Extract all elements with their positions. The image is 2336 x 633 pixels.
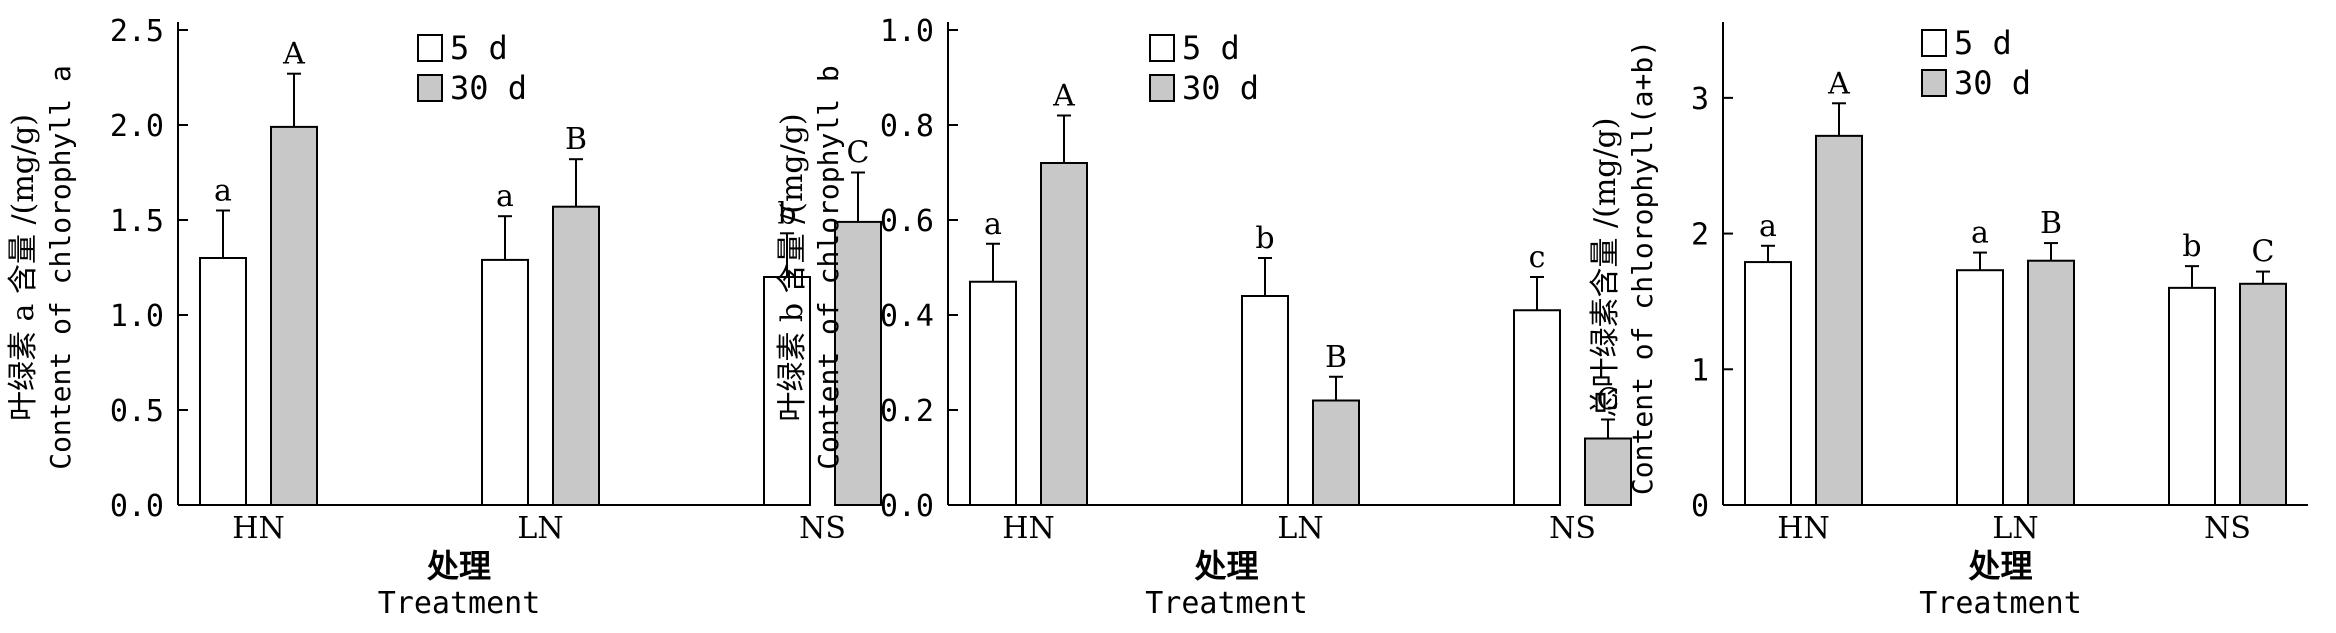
x-axis-label-cn: 处理	[1967, 547, 2032, 585]
significance-letter: A	[1052, 79, 1075, 114]
y-tick-label: 0.4	[880, 299, 934, 334]
bar-ln-30d	[552, 205, 600, 506]
y-tick-label: 0.0	[880, 489, 934, 524]
significance-letter: A	[1827, 66, 1850, 101]
significance-letter: B	[2040, 206, 2062, 241]
x-tick-label: LN	[1277, 511, 1323, 546]
x-tick-label: HN	[1777, 511, 1829, 546]
x-tick-label: NS	[1549, 511, 1596, 546]
y-tick-label: 3	[1691, 82, 1709, 117]
bar-hn-5d	[199, 257, 247, 506]
y-tick-label: 0	[1691, 489, 1709, 524]
significance-letter: A	[282, 37, 305, 72]
bar-ns-5d	[1513, 309, 1561, 506]
bar-hn-30d	[1040, 162, 1088, 506]
x-axis-label-en: Treatment	[1919, 586, 2082, 621]
x-axis-label-en: Treatment	[1145, 586, 1308, 621]
y-axis-label-en: Content of chlorophyll b	[812, 65, 845, 470]
x-tick-label: HN	[1002, 511, 1054, 546]
chart-panel-1: 0.0 0.5 1.0 1.5 2.0 2.5 a A HN a B LN b C NS 处理Treatmen…	[6, 14, 882, 621]
x-tick-label: LN	[517, 511, 563, 546]
x-tick-label: LN	[1992, 511, 2038, 546]
x-tick-label: NS	[799, 511, 846, 546]
x-axis-label-cn: 处理	[1193, 547, 1258, 585]
legend-label: 30 d	[1182, 69, 1259, 107]
legend-swatch	[1149, 34, 1175, 62]
significance-letter: a	[214, 174, 232, 209]
bar-ns-5d	[2168, 286, 2216, 506]
y-tick-label: 1	[1691, 353, 1709, 388]
legend-label: 30 d	[450, 69, 527, 107]
y-tick-label: 0.6	[880, 204, 934, 239]
bar-hn-5d	[969, 280, 1017, 506]
significance-letter: a	[1971, 216, 1989, 251]
y-tick-label: 0.8	[880, 109, 934, 144]
y-tick-label: 1.0	[880, 14, 934, 49]
bar-ns-30d	[834, 220, 882, 506]
chart-panel-2: 0.0 0.2 0.4 0.6 0.8 1.0 a A HN b B LN c C NS 处理Treatmen…	[775, 14, 1632, 621]
significance-letter: C	[2252, 235, 2275, 270]
bar-ln-5d	[1956, 269, 2004, 507]
significance-letter: b	[2182, 229, 2201, 264]
legend-swatch	[1921, 29, 1947, 57]
y-tick-label: 2.0	[110, 109, 164, 144]
legend-label: 5 d	[1954, 24, 2012, 62]
significance-letter: B	[565, 122, 587, 157]
significance-letter: C	[847, 136, 870, 171]
significance-letter: c	[1529, 240, 1546, 275]
y-tick-label: 1.5	[110, 204, 164, 239]
x-tick-label: NS	[2204, 511, 2251, 546]
y-tick-label: 0.0	[110, 489, 164, 524]
bar-ns-5d	[763, 276, 811, 506]
bar-ln-5d	[1241, 295, 1289, 506]
y-axis-label-en: Content of chlorophyll(a+b)	[1626, 40, 1659, 495]
bar-ln-30d	[2027, 259, 2075, 507]
y-tick-label: 2.5	[110, 14, 164, 49]
significance-letter: b	[1255, 221, 1274, 256]
bar-hn-5d	[1744, 261, 1792, 507]
bar-ns-30d	[1584, 437, 1632, 506]
legend-label: 5 d	[450, 29, 508, 67]
bar-ln-30d	[1312, 399, 1360, 506]
significance-letter: b	[777, 196, 796, 231]
legend-swatch	[1921, 69, 1947, 97]
y-axis-label-cn: 叶绿素 a 含量 /(mg/g)	[6, 114, 41, 421]
significance-letter: a	[496, 179, 514, 214]
legend-swatch	[417, 34, 443, 62]
x-axis-label-en: Treatment	[378, 586, 541, 621]
y-axis-label-en: Content of chlorophyll a	[44, 65, 77, 470]
x-tick-label: HN	[232, 511, 284, 546]
significance-letter: C	[1597, 383, 1620, 418]
y-tick-label: 0.2	[880, 394, 934, 429]
legend-swatch	[1149, 74, 1175, 102]
legend-swatch	[417, 74, 443, 102]
y-axis-label-cn: 总叶绿素含量 /(mg/g)	[1588, 117, 1623, 417]
y-tick-label: 2	[1691, 218, 1709, 253]
bar-ln-5d	[481, 258, 529, 506]
y-tick-label: 0.5	[110, 394, 164, 429]
significance-letter: B	[1325, 340, 1347, 375]
bar-hn-30d	[270, 125, 318, 507]
bar-ns-30d	[2239, 282, 2287, 506]
legend-label: 5 d	[1182, 29, 1240, 67]
significance-letter: a	[1759, 209, 1777, 244]
y-tick-label: 1.0	[110, 299, 164, 334]
bar-hn-30d	[1815, 134, 1863, 506]
y-axis-label-cn: 叶绿素 b 含量 /(mg/g)	[775, 113, 810, 421]
significance-letter: a	[984, 207, 1002, 242]
x-axis-label-cn: 处理	[426, 547, 491, 585]
legend-label: 30 d	[1954, 64, 2031, 102]
